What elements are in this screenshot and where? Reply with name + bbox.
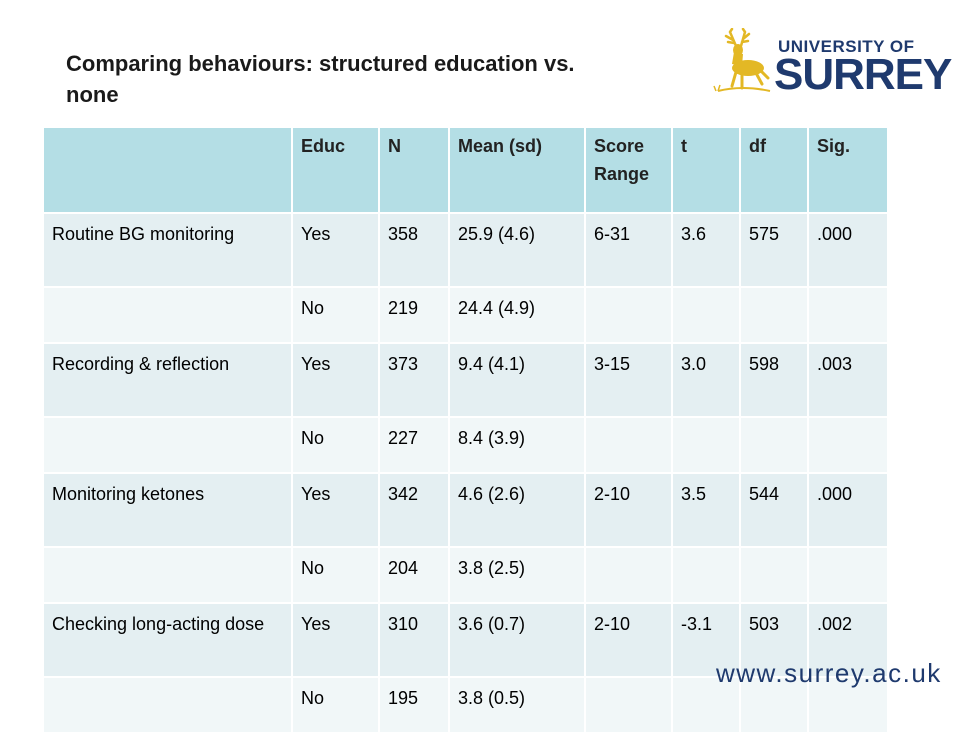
table-cell: 2-10 [584,602,673,678]
stag-icon [713,28,771,92]
table-cell: 3.8 (2.5) [448,546,586,604]
table-cell: 6-31 [584,212,673,288]
slide-title: Comparing behaviours: structured educati… [66,51,575,107]
table-cell: 342 [378,472,450,548]
table-cell [42,546,293,604]
results-table: Educ N Mean (sd) Score Range t df Sig. R… [42,126,889,734]
table-cell: 3.0 [671,342,741,418]
table-cell: 8.4 (3.9) [448,416,586,474]
table-cell [739,416,809,474]
table-cell: 3.5 [671,472,741,548]
table-cell: -3.1 [671,602,741,678]
table-row: No 204 3.8 (2.5) [42,546,889,604]
table-cell: 3-15 [584,342,673,418]
table-cell: Routine BG monitoring [42,212,293,288]
table-cell [584,676,673,734]
table-row: No 227 8.4 (3.9) [42,416,889,474]
table-cell: 4.6 (2.6) [448,472,586,548]
table-cell: 310 [378,602,450,678]
table-cell: No [291,416,380,474]
table-cell [671,416,741,474]
header-t: t [671,126,741,214]
table-cell: 358 [378,212,450,288]
table-row: No 219 24.4 (4.9) [42,286,889,344]
header-score-range: Score Range [584,126,673,214]
table-cell [584,286,673,344]
table-cell: 3.8 (0.5) [448,676,586,734]
table-cell: 2-10 [584,472,673,548]
table-cell: Monitoring ketones [42,472,293,548]
table-cell: 227 [378,416,450,474]
table-cell: 575 [739,212,809,288]
table-cell: No [291,676,380,734]
footer-url: www.surrey.ac.uk [716,658,942,688]
table-cell [739,546,809,604]
header-n: N [378,126,450,214]
table-cell: 3.6 (0.7) [448,602,586,678]
header-sig: Sig. [807,126,889,214]
university-logo: UNIVERSITY OF SURREY [712,28,952,100]
table-cell: Yes [291,472,380,548]
logo-university-line: UNIVERSITY OF [778,37,915,56]
table-cell [584,416,673,474]
table-cell [739,286,809,344]
table-cell [671,286,741,344]
header-educ: Educ [291,126,380,214]
table-cell: No [291,546,380,604]
table-cell [42,676,293,734]
table-cell: .000 [807,472,889,548]
table-cell: 195 [378,676,450,734]
table-cell: 204 [378,546,450,604]
table-cell [671,546,741,604]
table-row: Checking long-acting dose Yes 310 3.6 (0… [42,602,889,678]
table-cell: 544 [739,472,809,548]
table-cell [807,416,889,474]
header-label [42,126,293,214]
table-cell [807,546,889,604]
header-mean-sd: Mean (sd) [448,126,586,214]
table-row: Monitoring ketones Yes 342 4.6 (2.6) 2-1… [42,472,889,548]
table-cell: Yes [291,342,380,418]
table-cell: Checking long-acting dose [42,602,293,678]
table-cell: 373 [378,342,450,418]
table-cell: 219 [378,286,450,344]
header-df: df [739,126,809,214]
table-cell: No [291,286,380,344]
table-cell: 503 [739,602,809,678]
table-cell: 24.4 (4.9) [448,286,586,344]
table-cell: 25.9 (4.6) [448,212,586,288]
table-cell [42,286,293,344]
table-cell [584,546,673,604]
table-row: Routine BG monitoring Yes 358 25.9 (4.6)… [42,212,889,288]
table-cell: .003 [807,342,889,418]
table-cell: 9.4 (4.1) [448,342,586,418]
logo-name: SURREY [774,50,952,99]
table-cell: .002 [807,602,889,678]
table-cell: Yes [291,212,380,288]
table-row: Recording & reflection Yes 373 9.4 (4.1)… [42,342,889,418]
table-cell: 3.6 [671,212,741,288]
table-cell [807,286,889,344]
table-cell: 598 [739,342,809,418]
table-cell: .000 [807,212,889,288]
table-cell [42,416,293,474]
table-cell: Yes [291,602,380,678]
table-header-row: Educ N Mean (sd) Score Range t df Sig. [42,126,889,214]
table-cell: Recording & reflection [42,342,293,418]
